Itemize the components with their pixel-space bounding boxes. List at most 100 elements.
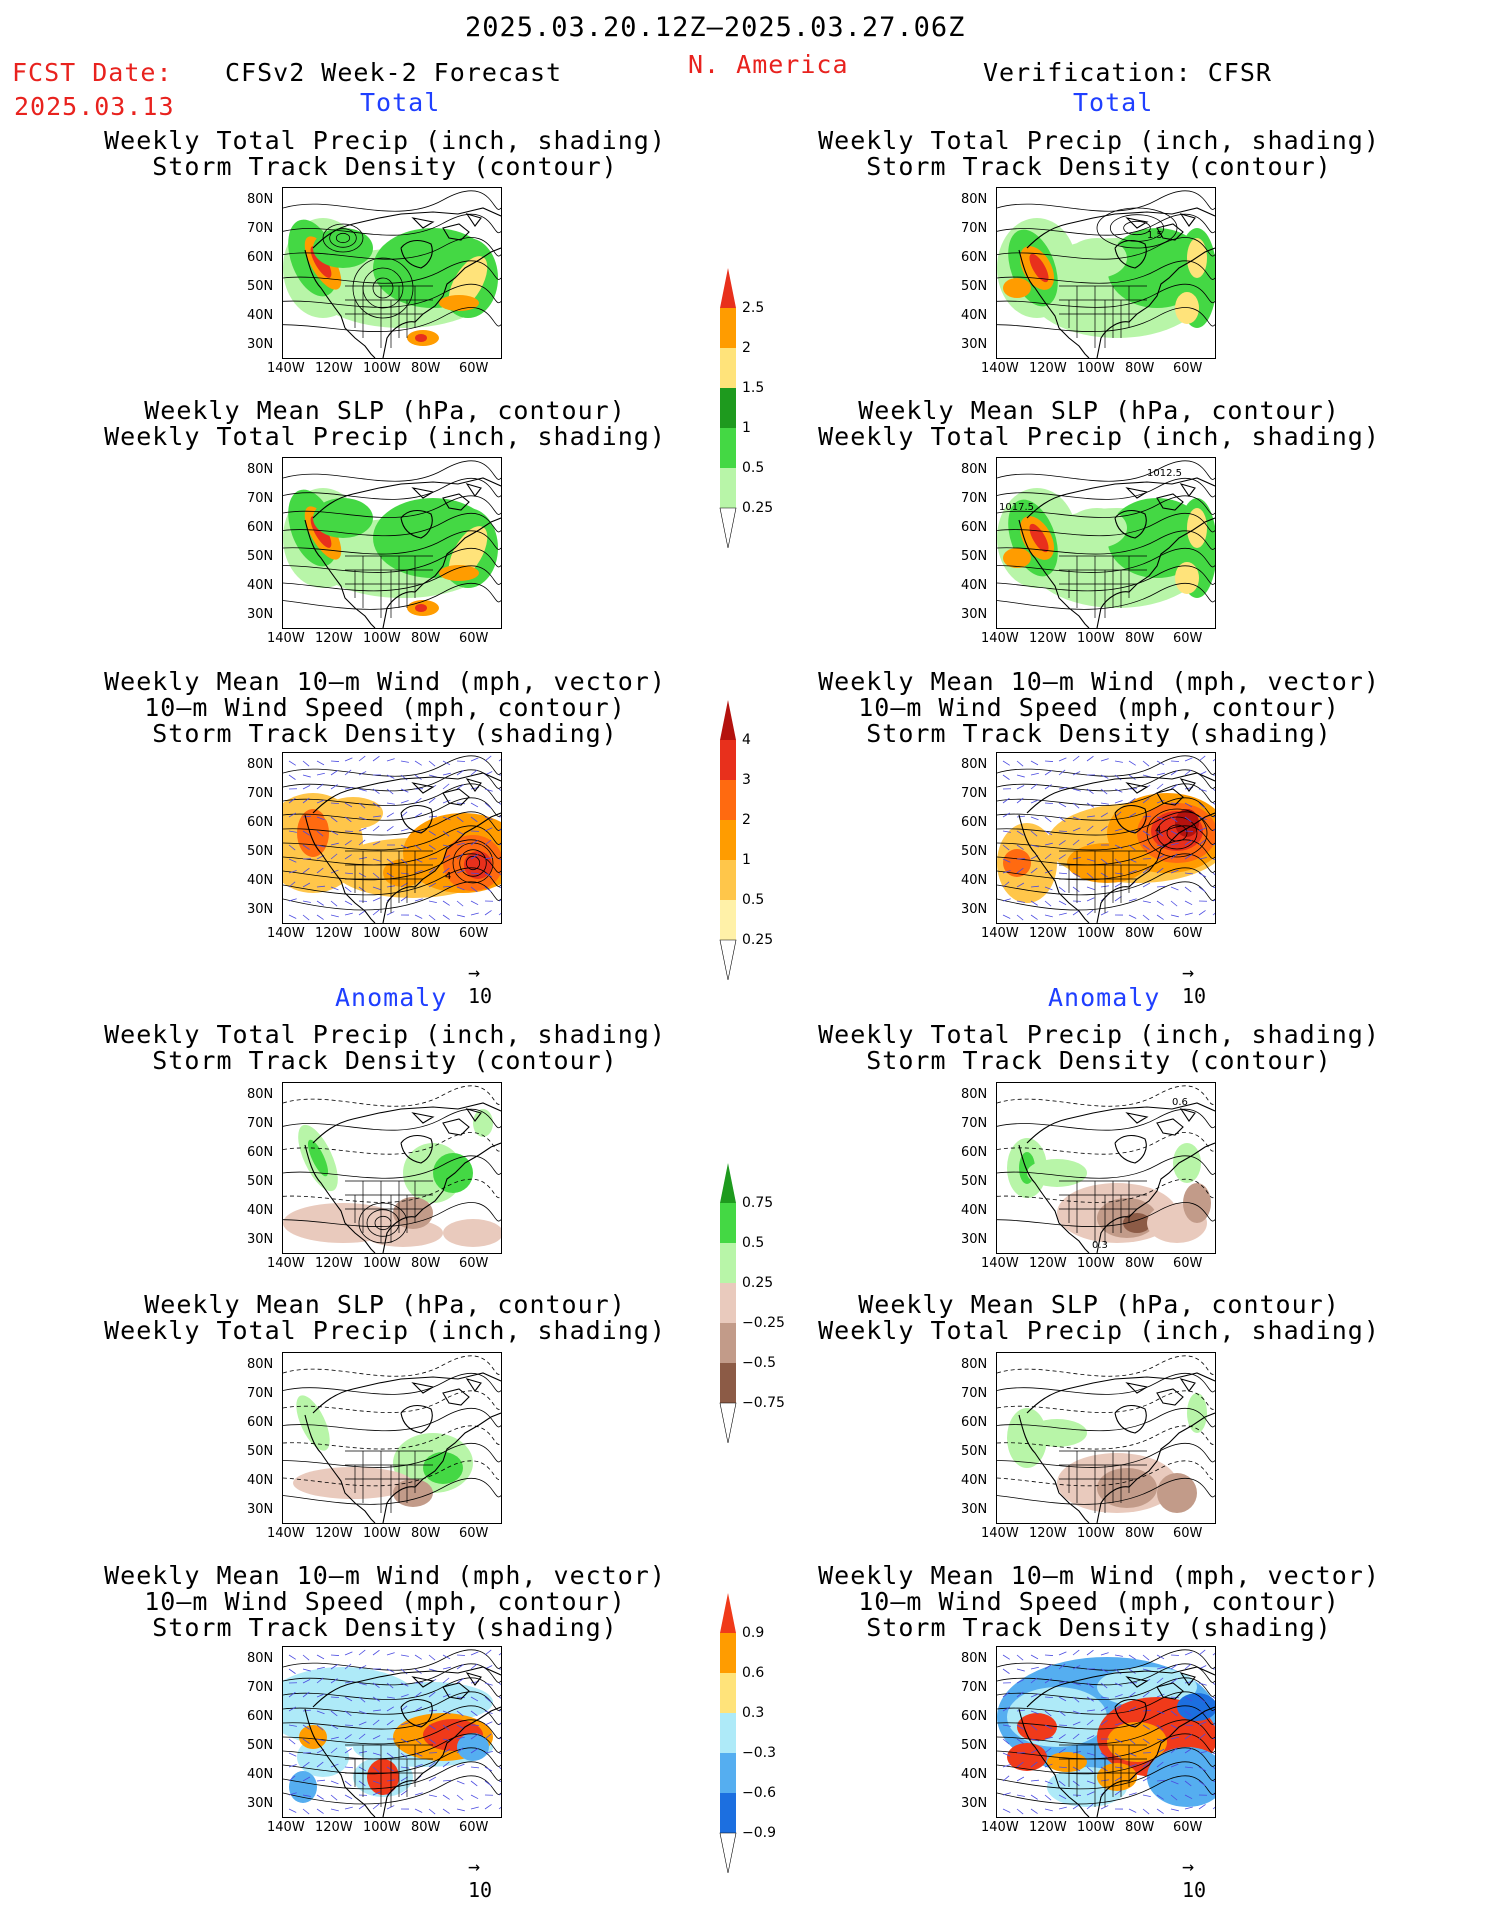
colorbar-cap — [719, 1832, 737, 1874]
lat-tick: 60N — [247, 250, 274, 265]
lat-tick: 40N — [961, 1203, 988, 1218]
lat-tick: 60N — [247, 1415, 274, 1430]
colorbar-label: 4 — [742, 732, 751, 748]
colorbar-segment — [720, 900, 736, 940]
lat-tick: 80N — [961, 757, 988, 772]
lon-tick: 80W — [1125, 1526, 1155, 1541]
lat-tick: 70N — [961, 786, 988, 801]
colorbar-label: 2 — [742, 340, 751, 356]
lat-tick: 70N — [961, 1386, 988, 1401]
lat-tick: 40N — [247, 1767, 274, 1782]
lon-tick: 80W — [1125, 361, 1155, 376]
colorbar-segment — [720, 468, 736, 508]
lat-tick: 50N — [961, 1174, 988, 1189]
colorbar-segment — [720, 1633, 736, 1673]
lon-tick: 80W — [1125, 1256, 1155, 1271]
lat-tick: 80N — [961, 1357, 988, 1372]
colorbar-label: 0.5 — [742, 892, 765, 908]
lon-tick: 100W — [363, 631, 401, 646]
lat-tick: 30N — [961, 607, 988, 622]
colorbar-label: 0.3 — [742, 1705, 765, 1721]
lon-tick: 100W — [1077, 631, 1115, 646]
lon-tick: 60W — [1173, 1820, 1203, 1835]
lon-tick: 60W — [459, 361, 489, 376]
lat-tick: 70N — [247, 221, 274, 236]
title-r3: Weekly Mean 10–m Wind (mph, vector) 10–m … — [818, 667, 1380, 748]
title-r6: Weekly Mean 10–m Wind (mph, vector) 10–m … — [818, 1561, 1380, 1642]
lon-tick: 140W — [267, 631, 305, 646]
lat-tick: 40N — [961, 1473, 988, 1488]
colorbar-label: 2.5 — [742, 300, 765, 316]
title-l6: Weekly Mean 10–m Wind (mph, vector) 10–m … — [104, 1561, 666, 1642]
lat-tick: 30N — [247, 902, 274, 917]
title-r5: Weekly Mean SLP (hPa, contour) Weekly Tot… — [818, 1290, 1380, 1345]
lat-tick: 30N — [961, 337, 988, 352]
colorbar-cap — [719, 1402, 737, 1444]
colorbar-label: 2 — [742, 812, 751, 828]
colorbar-segment — [720, 348, 736, 388]
fcst-date-label: FCST Date: — [12, 58, 173, 87]
colorbar-label: 1.5 — [742, 380, 765, 396]
lat-tick: 60N — [961, 250, 988, 265]
colorbar-segment — [720, 860, 736, 900]
lon-tick: 80W — [411, 1820, 441, 1835]
lat-tick: 80N — [961, 192, 988, 207]
colorbar-segment — [720, 1753, 736, 1793]
title-l2: Weekly Mean SLP (hPa, contour) Weekly Tot… — [104, 396, 666, 451]
lon-tick: 120W — [1029, 361, 1067, 376]
lon-tick: 140W — [267, 1526, 305, 1541]
lon-tick: 80W — [411, 1256, 441, 1271]
vector-ref-l3: → 10 — [468, 960, 493, 1008]
lon-tick: 60W — [1173, 631, 1203, 646]
colorbar-label: 0.5 — [742, 1235, 765, 1251]
lat-tick: 50N — [247, 844, 274, 859]
colorbar-segment — [720, 1713, 736, 1753]
lat-tick: 80N — [247, 1357, 274, 1372]
colorbar-label: −0.9 — [742, 1825, 776, 1841]
title-r4: Weekly Total Precip (inch, shading) Storm… — [818, 1020, 1380, 1075]
lon-tick: 80W — [411, 361, 441, 376]
section-anomaly-left: Anomaly — [335, 983, 448, 1012]
colorbar-cap — [720, 1593, 736, 1633]
colorbar-label: 0.6 — [742, 1665, 765, 1681]
lat-tick: 30N — [961, 1232, 988, 1247]
lat-tick: 80N — [247, 1651, 274, 1666]
lat-tick: 60N — [961, 1709, 988, 1724]
forecast-period: 2025.03.20.12Z–2025.03.27.06Z — [465, 12, 966, 43]
lon-tick: 140W — [981, 926, 1019, 941]
lat-tick: 30N — [961, 1796, 988, 1811]
contour-label: 1012.5 — [1147, 468, 1182, 479]
lon-tick: 80W — [411, 631, 441, 646]
lon-tick: 100W — [1077, 361, 1115, 376]
map-wind-track-verification: 4 — [996, 752, 1216, 924]
contour-label: 0.3 — [1092, 1240, 1108, 1251]
lat-tick: 30N — [247, 1232, 274, 1247]
lon-tick: 120W — [315, 1256, 353, 1271]
lat-tick: 80N — [247, 462, 274, 477]
lat-tick: 50N — [247, 1174, 274, 1189]
fcst-date-value: 2025.03.13 — [14, 92, 175, 121]
lat-tick: 70N — [247, 1116, 274, 1131]
lat-tick: 50N — [247, 1738, 274, 1753]
vector-ref-r6: → 10 — [1182, 1854, 1207, 1902]
lat-tick: 70N — [247, 1680, 274, 1695]
colorbar-label: 1 — [742, 420, 751, 436]
title-l5: Weekly Mean SLP (hPa, contour) Weekly Tot… — [104, 1290, 666, 1345]
vector-ref-r3: → 10 — [1182, 960, 1207, 1008]
map-precip-track-forecast — [282, 187, 502, 359]
contour-label: 4 — [445, 871, 451, 882]
lat-tick: 50N — [247, 549, 274, 564]
colorbar-segment — [720, 740, 736, 780]
colorbar-label: −0.6 — [742, 1785, 776, 1801]
lat-tick: 40N — [961, 578, 988, 593]
lon-tick: 120W — [315, 1526, 353, 1541]
colorbar-cap — [719, 939, 737, 981]
lon-tick: 60W — [459, 1820, 489, 1835]
colorbar-cap — [720, 700, 736, 740]
lat-tick: 80N — [961, 1651, 988, 1666]
lon-tick: 80W — [1125, 926, 1155, 941]
lon-tick: 60W — [459, 631, 489, 646]
lat-tick: 50N — [247, 279, 274, 294]
lat-tick: 70N — [247, 491, 274, 506]
lon-tick: 120W — [1029, 1526, 1067, 1541]
